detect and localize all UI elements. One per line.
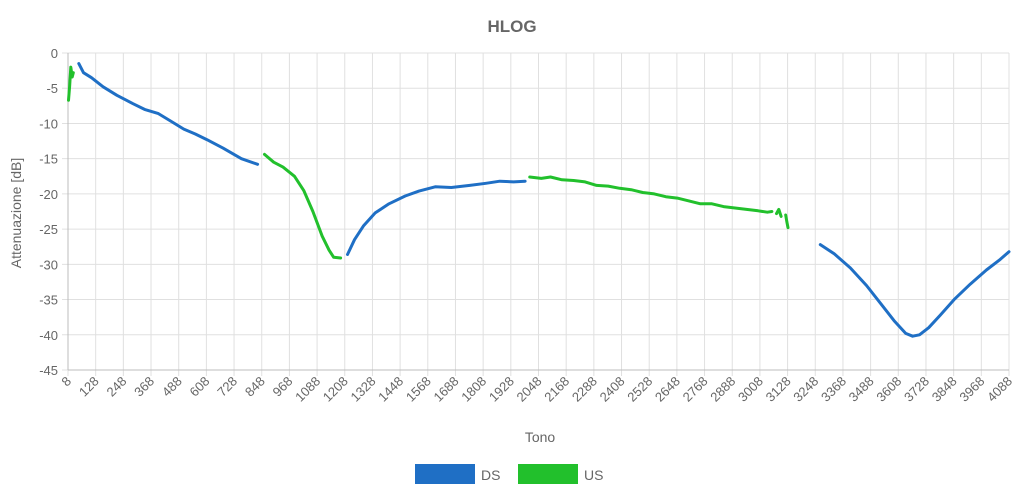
y-tick-label: -45 bbox=[39, 363, 58, 378]
y-tick-label: -30 bbox=[39, 257, 58, 272]
x-tick-label: 4088 bbox=[984, 374, 1015, 405]
x-tick-label: 3248 bbox=[790, 374, 821, 405]
series-ds-line bbox=[346, 179, 527, 256]
x-tick-label: 3968 bbox=[956, 374, 987, 405]
x-tick-label: 2768 bbox=[680, 374, 711, 405]
x-tick-label: 3728 bbox=[901, 374, 932, 405]
x-tick-label: 728 bbox=[214, 374, 240, 400]
y-axis-title: Attenuazione [dB] bbox=[8, 158, 24, 269]
series-ds bbox=[77, 62, 1011, 338]
y-tick-label: 0 bbox=[51, 46, 58, 61]
y-tick-label: -40 bbox=[39, 328, 58, 343]
legend-item-ds[interactable]: DS bbox=[415, 464, 500, 484]
x-tick-label: 2648 bbox=[652, 374, 683, 405]
grid bbox=[62, 52, 1010, 376]
x-tick-label: 2048 bbox=[514, 374, 545, 405]
x-tick-label: 1328 bbox=[348, 374, 379, 405]
chart-title: HLOG bbox=[487, 17, 536, 36]
x-tick-label: 1088 bbox=[292, 374, 323, 405]
axes: 0 -5 -10 -15 -20 -25 -30 -35 -40 -458 128 248 368 488… bbox=[39, 46, 1015, 405]
x-tick-label: 2168 bbox=[541, 374, 572, 405]
x-tick-label: 2888 bbox=[707, 374, 738, 405]
x-tick-label: 8 bbox=[58, 374, 74, 390]
y-tick-label: -35 bbox=[39, 293, 58, 308]
x-tick-label: 3608 bbox=[873, 374, 904, 405]
series-ds-line bbox=[77, 62, 260, 166]
x-tick-label: 368 bbox=[131, 374, 157, 400]
x-tick-label: 968 bbox=[270, 374, 296, 400]
x-tick-label: 3008 bbox=[735, 374, 766, 405]
x-tick-label: 1448 bbox=[375, 374, 406, 405]
series-us bbox=[67, 65, 790, 260]
x-tick-label: 248 bbox=[104, 374, 130, 400]
y-tick-label: -25 bbox=[39, 222, 58, 237]
series-us-line bbox=[67, 65, 75, 102]
x-tick-label: 128 bbox=[76, 374, 102, 400]
x-tick-label: 1688 bbox=[431, 374, 462, 405]
x-axis-title: Tono bbox=[525, 429, 556, 445]
x-tick-label: 1928 bbox=[486, 374, 517, 405]
legend-swatch bbox=[415, 464, 475, 484]
x-tick-label: 2528 bbox=[624, 374, 655, 405]
x-tick-label: 1808 bbox=[458, 374, 489, 405]
y-tick-label: -10 bbox=[39, 116, 58, 131]
x-tick-label: 608 bbox=[187, 374, 213, 400]
series-us-line bbox=[263, 152, 343, 260]
x-tick-label: 3368 bbox=[818, 374, 849, 405]
legend-swatch bbox=[518, 464, 578, 484]
series-us-line bbox=[528, 175, 774, 214]
x-tick-label: 3848 bbox=[929, 374, 960, 405]
x-tick-label: 488 bbox=[159, 374, 185, 400]
x-tick-label: 1568 bbox=[403, 374, 434, 405]
y-tick-label: -15 bbox=[39, 152, 58, 167]
legend-label: DS bbox=[481, 467, 500, 483]
x-tick-label: 3128 bbox=[763, 374, 794, 405]
legend-label: US bbox=[584, 467, 603, 483]
legend-item-us[interactable]: US bbox=[518, 464, 603, 484]
y-tick-label: -20 bbox=[39, 187, 58, 202]
series-layer bbox=[67, 62, 1011, 338]
y-tick-label: -5 bbox=[46, 81, 58, 96]
x-tick-label: 2408 bbox=[597, 374, 628, 405]
series-us-line bbox=[784, 213, 790, 230]
series-ds-line bbox=[818, 243, 1011, 338]
x-tick-label: 1208 bbox=[320, 374, 351, 405]
series-us-line bbox=[775, 207, 783, 218]
x-tick-label: 848 bbox=[242, 374, 268, 400]
legend[interactable]: DS US bbox=[415, 464, 603, 484]
x-tick-label: 3488 bbox=[846, 374, 877, 405]
x-tick-label: 2288 bbox=[569, 374, 600, 405]
